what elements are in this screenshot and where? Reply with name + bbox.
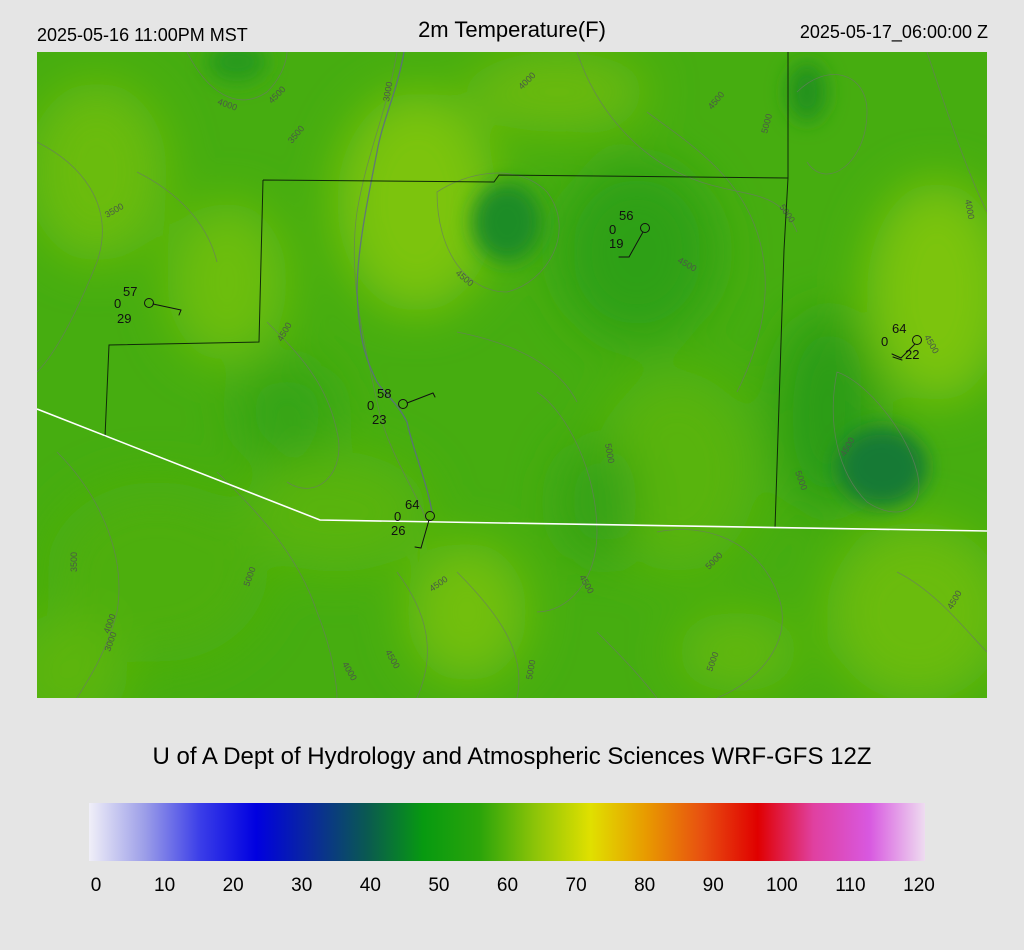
station-precip: 0	[881, 334, 888, 349]
station-dewpoint: 19	[609, 236, 623, 251]
wind-barb	[152, 303, 182, 311]
station-dewpoint: 29	[117, 311, 131, 326]
colorbar-tick-label: 10	[154, 875, 176, 896]
wind-barb-flag	[178, 309, 182, 316]
contour-label: 3000	[381, 81, 394, 102]
colorbar-tick-label: 110	[835, 875, 866, 896]
station-plot: 58 0 23	[367, 386, 436, 427]
river-line	[356, 52, 433, 513]
colorbar-gradient	[89, 803, 925, 861]
wind-barb-flag	[892, 356, 903, 361]
station-temperature: 64	[405, 497, 419, 512]
colorbar-tick-label: 120	[903, 875, 935, 896]
colorbar-tick-label: 30	[291, 875, 313, 896]
station-circle	[912, 335, 922, 345]
station-circle	[144, 298, 154, 308]
station-circle	[640, 223, 650, 233]
station-temperature: 57	[123, 284, 137, 299]
station-precip: 0	[394, 509, 401, 524]
station-temperature: 58	[377, 386, 391, 401]
wind-barb-flag	[414, 546, 422, 549]
station-plot: 64 0 22	[881, 321, 922, 362]
station-dewpoint: 26	[391, 523, 405, 538]
station-temperature: 64	[892, 321, 906, 336]
station-precip: 0	[609, 222, 616, 237]
station-plots: 57 0 29 56 0 19 58 0 23	[114, 208, 922, 549]
station-precip: 0	[114, 296, 121, 311]
station-plot: 56 0 19	[609, 208, 650, 258]
wind-barb-flag	[432, 392, 436, 398]
temperature-map: 3000 4000 4500 3500 4000 4500 5000 5000 …	[37, 52, 987, 698]
contour-label: 5000	[524, 659, 537, 680]
colorbar-tick-label: 0	[90, 875, 102, 896]
map-header: 2025-05-16 11:00PM MST 2m Temperature(F)…	[0, 0, 1024, 52]
colorbar	[89, 803, 925, 861]
colorbar-tick-label: 60	[496, 875, 519, 896]
station-circle	[398, 399, 408, 409]
colorbar-tick-label: 40	[359, 875, 381, 896]
credit-line: U of A Dept of Hydrology and Atmospheric…	[152, 743, 872, 770]
wind-barb	[420, 519, 430, 549]
station-plot: 64 0 26	[391, 497, 435, 549]
map-title: 2m Temperature(F)	[418, 17, 606, 42]
colorbar-tick-label: 70	[565, 875, 587, 896]
colorbar-tick-label: 20	[222, 875, 244, 896]
wind-barb-flag	[891, 353, 902, 359]
station-dewpoint: 22	[905, 347, 919, 362]
colorbar-tick-label: 80	[634, 875, 656, 896]
station-plot: 57 0 29	[114, 284, 182, 326]
colorbar-tick-label: 90	[702, 875, 724, 896]
colorbar-tick-label: 100	[765, 875, 798, 896]
colorbar-tick-label: 50	[428, 875, 450, 896]
station-temperature: 56	[619, 208, 633, 223]
local-time-label: 2025-05-16 11:00PM MST	[37, 25, 248, 45]
state-boundary	[37, 408, 987, 532]
county-boundary	[104, 52, 789, 529]
contour-label: 3500	[69, 552, 79, 572]
wind-barb	[406, 392, 434, 404]
contour-label: 4000	[963, 199, 976, 220]
contour-label: 5000	[603, 443, 616, 464]
wind-barb	[628, 231, 644, 258]
colorbar-ticks: 0 10 20 30 40 50 60 70 80 90 100 110 120	[0, 875, 1024, 905]
temperature-field: 3000 4000 4500 3500 4000 4500 5000 5000 …	[37, 52, 987, 698]
station-dewpoint: 23	[372, 412, 386, 427]
valid-time-label: 2025-05-17_06:00:00 Z	[799, 22, 988, 42]
station-precip: 0	[367, 398, 374, 413]
station-circle	[425, 511, 435, 521]
wind-barb	[900, 343, 916, 359]
